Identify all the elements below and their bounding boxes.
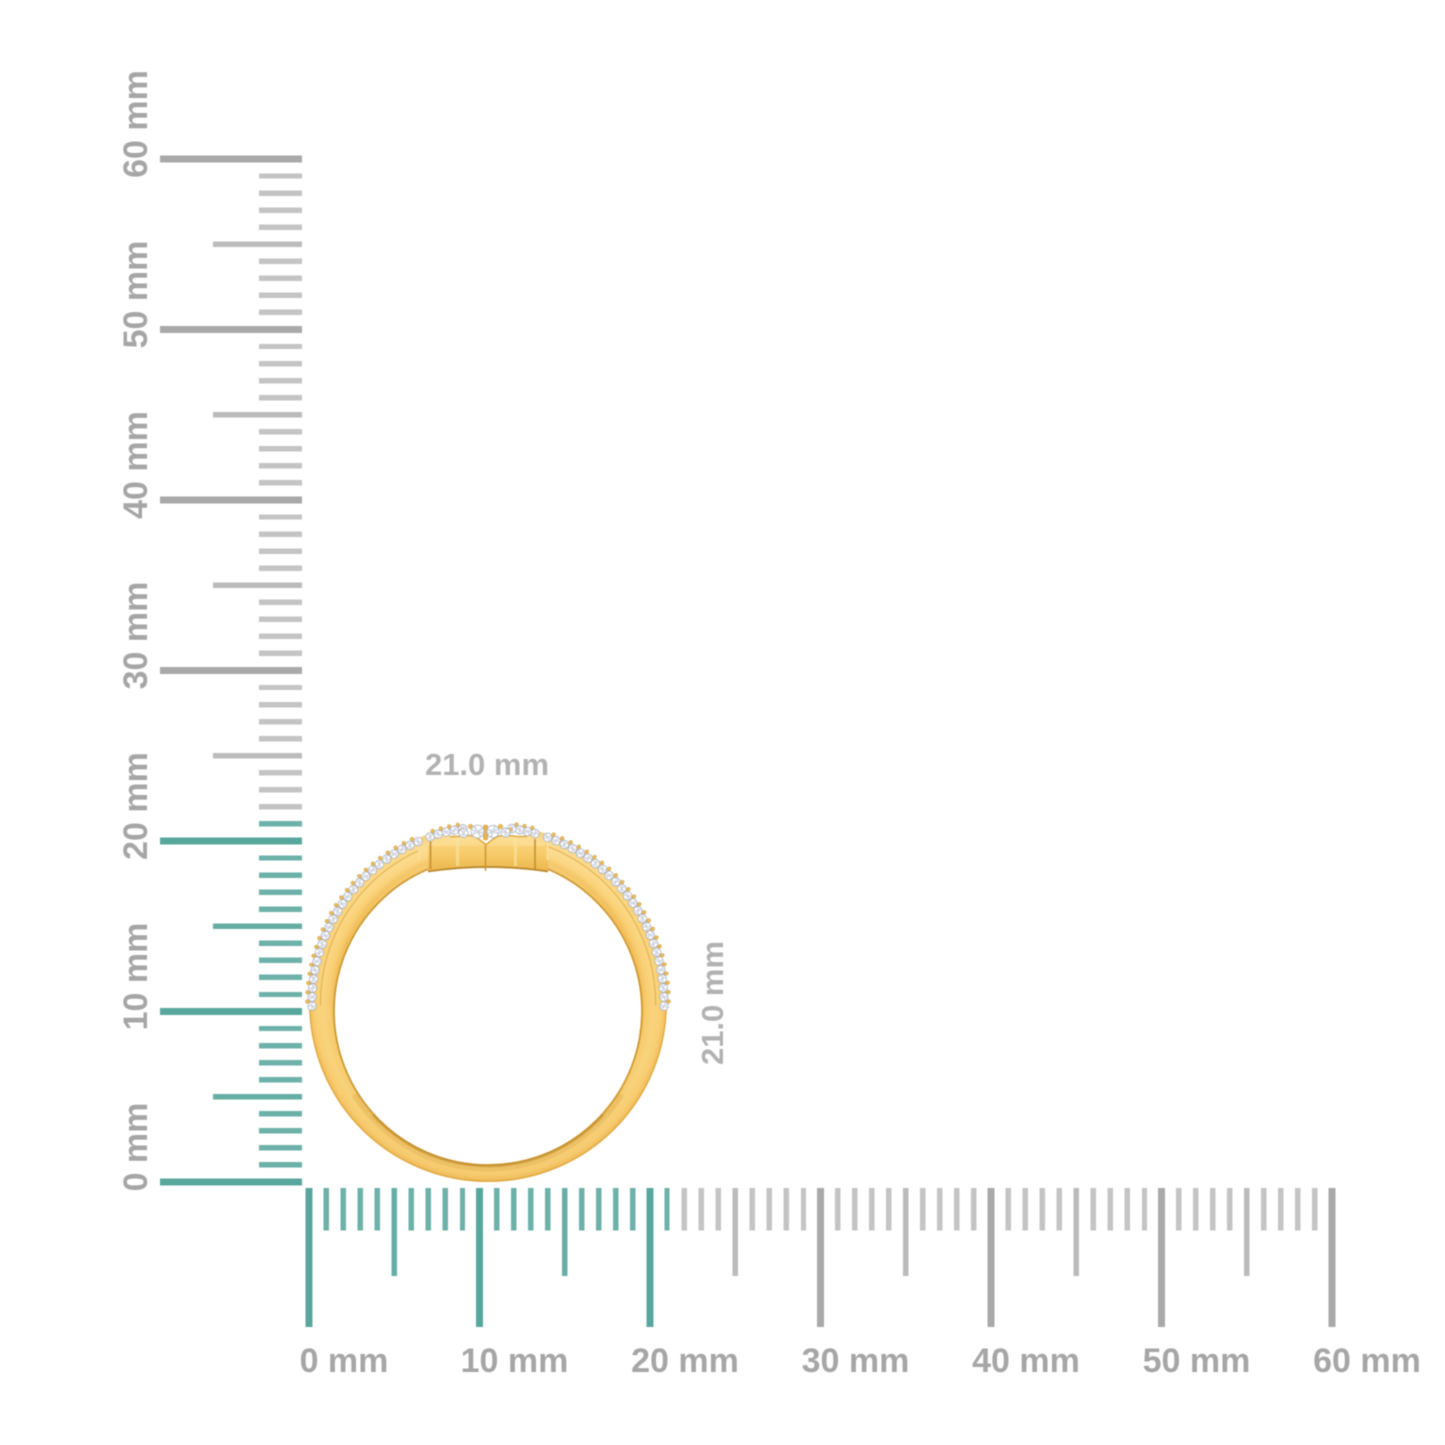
svg-text:21.0 mm: 21.0 mm — [425, 747, 549, 782]
svg-text:10 mm: 10 mm — [117, 923, 155, 1031]
svg-text:30 mm: 30 mm — [117, 582, 155, 690]
svg-text:10 mm: 10 mm — [461, 1342, 569, 1380]
svg-text:60 mm: 60 mm — [117, 70, 155, 178]
svg-text:40 mm: 40 mm — [117, 411, 155, 519]
svg-text:20 mm: 20 mm — [631, 1342, 739, 1380]
svg-text:30 mm: 30 mm — [802, 1342, 910, 1380]
svg-text:50 mm: 50 mm — [1143, 1342, 1251, 1380]
svg-text:40 mm: 40 mm — [972, 1342, 1080, 1380]
svg-text:60 mm: 60 mm — [1313, 1342, 1421, 1380]
svg-text:0 mm: 0 mm — [117, 1103, 155, 1192]
svg-text:21.0 mm: 21.0 mm — [695, 941, 730, 1065]
svg-text:20 mm: 20 mm — [117, 752, 155, 860]
svg-text:0 mm: 0 mm — [300, 1342, 389, 1380]
svg-text:50 mm: 50 mm — [117, 241, 155, 349]
